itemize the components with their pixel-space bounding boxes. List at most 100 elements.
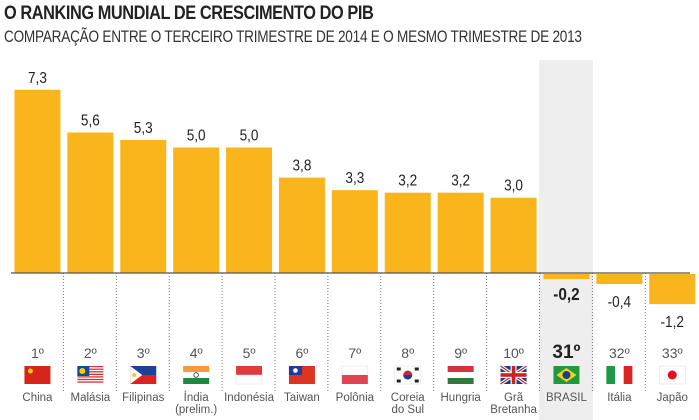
taiwan-flag-icon xyxy=(288,366,315,384)
bar-12 xyxy=(649,274,696,305)
value-label: 3,8 xyxy=(293,158,312,175)
flag-part xyxy=(236,366,263,375)
bar-9 xyxy=(490,197,537,273)
poland-flag-icon xyxy=(341,365,369,384)
flag-part xyxy=(667,370,677,380)
flag-part xyxy=(77,376,104,378)
china-flag-icon xyxy=(24,366,51,384)
rank-label: 33º xyxy=(662,345,683,361)
value-label: 3,0 xyxy=(504,178,523,195)
flag-part xyxy=(403,375,413,380)
bar-5 xyxy=(278,177,325,273)
bar-6 xyxy=(331,190,378,273)
value-label: 5,0 xyxy=(187,128,206,145)
flag-part xyxy=(447,378,474,384)
category-label: Taiwan xyxy=(284,392,320,404)
category-label: China xyxy=(22,392,53,404)
bar-8 xyxy=(437,192,484,273)
chart-subtitle: COMPARAÇÃO ENTRE O TERCEIRO TRIMESTRE DE… xyxy=(4,27,582,46)
value-label: -1,2 xyxy=(661,314,684,331)
bar-10 xyxy=(543,274,590,280)
flag-part xyxy=(77,366,104,368)
bar-3 xyxy=(173,147,220,273)
south-korea-flag-icon xyxy=(394,365,421,385)
highlight-column xyxy=(539,60,593,420)
category-label: Índia xyxy=(184,391,210,404)
rank-label: 8º xyxy=(401,345,414,361)
flag-part xyxy=(606,366,616,384)
flag-part xyxy=(130,366,157,375)
flag-part xyxy=(27,368,33,374)
uk-flag-icon xyxy=(499,364,528,386)
category-label: Malásia xyxy=(71,392,111,404)
flag-part xyxy=(562,371,571,379)
bar-11 xyxy=(596,274,643,285)
flag-part xyxy=(77,373,104,375)
rank-label: 9º xyxy=(454,345,467,361)
flag-part xyxy=(414,379,419,383)
flag-part xyxy=(24,366,51,384)
bar-4 xyxy=(226,147,273,273)
flag-part xyxy=(623,366,633,384)
italy-flag-icon xyxy=(606,366,633,384)
flag-part xyxy=(414,367,419,371)
rank-label: 31º xyxy=(552,342,580,363)
category-label: Bretanha xyxy=(490,404,537,416)
flag-part xyxy=(132,373,137,377)
rank-label: 32º xyxy=(609,345,630,361)
category-label: Grã xyxy=(504,392,524,404)
philippines-flag-icon xyxy=(130,366,157,384)
category-label: (prelim.) xyxy=(175,404,217,416)
rank-label: 10º xyxy=(503,345,524,361)
flag-part xyxy=(77,378,104,381)
value-label: -0,2 xyxy=(553,284,579,304)
flag-part xyxy=(396,367,401,371)
value-label: -0,4 xyxy=(608,294,631,311)
flag-part xyxy=(183,366,210,372)
category-label: Filipinas xyxy=(122,392,164,404)
category-label: Hungria xyxy=(441,392,482,404)
flag-part xyxy=(77,381,104,383)
category-label: do Sul xyxy=(391,404,424,416)
rank-label: 5º xyxy=(243,345,256,361)
flag-part xyxy=(130,375,157,384)
value-label: 5,0 xyxy=(240,128,259,145)
flag-part xyxy=(341,365,369,376)
indonesia-flag-icon xyxy=(235,366,263,385)
category-label: Japão xyxy=(657,392,688,404)
rank-label: 2º xyxy=(84,345,97,361)
rank-label: 6º xyxy=(295,345,308,361)
category-label: Itália xyxy=(607,392,632,404)
chart-title: O RANKING MUNDIAL DE CRESCIMENTO DO PIB xyxy=(4,3,374,24)
flag-part xyxy=(293,368,298,373)
rank-label: 1º xyxy=(31,345,44,361)
flag-part xyxy=(77,371,104,373)
value-label: 3,2 xyxy=(451,173,470,190)
category-label: BRASIL xyxy=(546,392,588,404)
bar-2 xyxy=(120,139,167,273)
flag-part xyxy=(396,379,401,383)
flag-part xyxy=(183,378,210,384)
bar-1 xyxy=(67,132,114,273)
hungary-flag-icon xyxy=(447,366,474,384)
flag-part xyxy=(79,368,86,374)
category-label: Indonésia xyxy=(224,392,274,404)
bar-0 xyxy=(14,89,61,274)
category-label: Coreia xyxy=(391,392,425,404)
malaysia-flag-icon xyxy=(77,366,104,383)
flag-part xyxy=(447,372,474,378)
flag-part xyxy=(615,366,624,384)
value-label: 5,6 xyxy=(81,113,100,130)
bar-7 xyxy=(384,192,431,273)
flag-part xyxy=(193,372,199,378)
flag-part xyxy=(235,374,263,385)
flag-part xyxy=(77,368,104,370)
japan-flag-icon xyxy=(659,365,686,385)
rank-label: 4º xyxy=(190,345,203,361)
flag-part xyxy=(341,375,368,384)
rank-label: 7º xyxy=(348,345,361,361)
flag-part xyxy=(447,366,474,372)
value-label: 3,2 xyxy=(398,173,417,190)
